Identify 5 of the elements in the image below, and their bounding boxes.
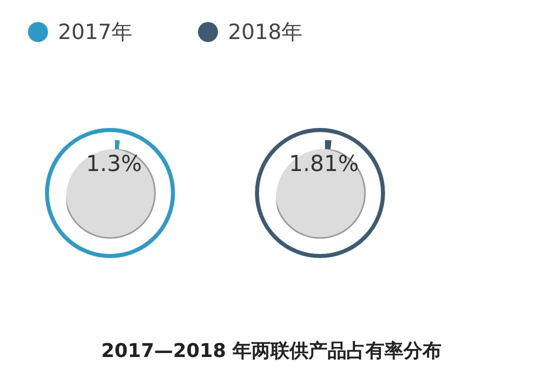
data-label: 1.3%: [86, 152, 142, 177]
legend-label: 2018年: [228, 19, 302, 46]
legend-label: 2017年: [58, 19, 132, 46]
text: 2017—2018 年两联供产品占有率分布: [100, 339, 443, 364]
data-label: 1.81%: [289, 152, 359, 177]
